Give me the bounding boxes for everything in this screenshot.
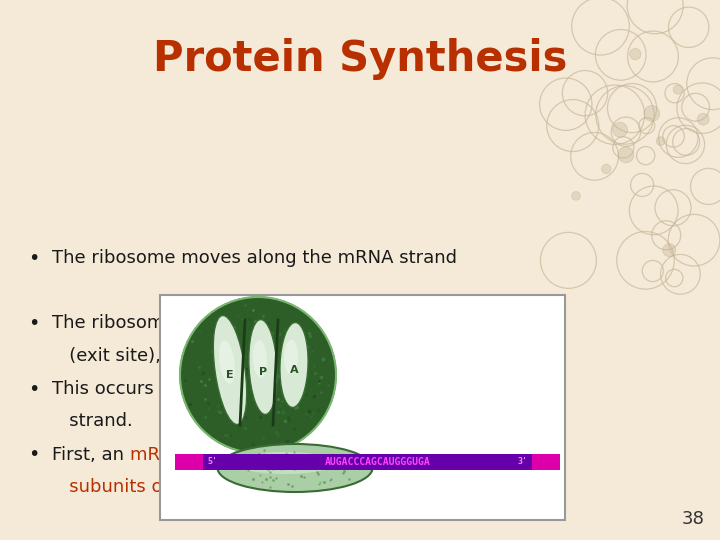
Ellipse shape <box>253 340 267 378</box>
Text: 3 binding sites: 3 binding sites <box>219 314 351 332</box>
Text: First, an: First, an <box>52 446 130 463</box>
Bar <box>160 295 565 520</box>
Text: , and: , and <box>178 347 229 364</box>
Circle shape <box>629 49 641 60</box>
Ellipse shape <box>219 340 235 384</box>
Text: P: P <box>259 367 267 377</box>
Text: A: A <box>229 347 241 364</box>
Text: •: • <box>28 249 40 268</box>
Text: •: • <box>28 446 40 464</box>
Circle shape <box>572 192 580 200</box>
Ellipse shape <box>235 452 335 474</box>
Circle shape <box>180 297 336 453</box>
Text: 38: 38 <box>682 510 705 528</box>
Text: (entry site for new tRNA): (entry site for new tRNA) <box>241 347 472 364</box>
Text: E: E <box>482 314 494 332</box>
Text: The ribosome has: The ribosome has <box>52 314 219 332</box>
Text: for codons ---: for codons --- <box>351 314 482 332</box>
Text: •: • <box>28 314 40 333</box>
Text: 5': 5' <box>207 457 217 467</box>
Text: 3': 3' <box>518 457 528 467</box>
Circle shape <box>644 105 660 122</box>
Ellipse shape <box>284 340 298 374</box>
Text: of the: of the <box>418 380 476 397</box>
Bar <box>532 454 560 470</box>
Text: in the cytosol of the cell: in the cytosol of the cell <box>276 478 498 496</box>
Text: E: E <box>226 370 234 380</box>
Circle shape <box>656 137 665 145</box>
Text: subunits of a ribosome: subunits of a ribosome <box>52 478 276 496</box>
Text: This occurs at the: This occurs at the <box>52 380 219 397</box>
Circle shape <box>618 147 634 163</box>
Text: AUGACCCAGCAUGGGUGA: AUGACCCAGCAUGGGUGA <box>325 457 431 467</box>
Text: strand.: strand. <box>52 412 132 430</box>
Circle shape <box>673 85 683 94</box>
Text: •: • <box>28 380 40 399</box>
Bar <box>175 454 203 470</box>
Text: (exit site),: (exit site), <box>52 347 166 364</box>
Ellipse shape <box>249 320 277 414</box>
Text: The ribosome moves along the mRNA strand: The ribosome moves along the mRNA strand <box>52 249 457 267</box>
Text: AUG (initiation) codon: AUG (initiation) codon <box>219 380 418 397</box>
Ellipse shape <box>213 315 247 424</box>
Text: P: P <box>166 347 178 364</box>
Text: mRNA strand binds to the large & small: mRNA strand binds to the large & small <box>130 446 488 463</box>
Text: A: A <box>289 365 298 375</box>
Ellipse shape <box>280 322 308 408</box>
Circle shape <box>602 164 611 174</box>
Bar <box>175 454 560 470</box>
Circle shape <box>697 113 709 125</box>
Ellipse shape <box>217 444 372 492</box>
Text: Protein Synthesis: Protein Synthesis <box>153 38 567 80</box>
Circle shape <box>613 122 628 137</box>
Circle shape <box>662 244 676 256</box>
